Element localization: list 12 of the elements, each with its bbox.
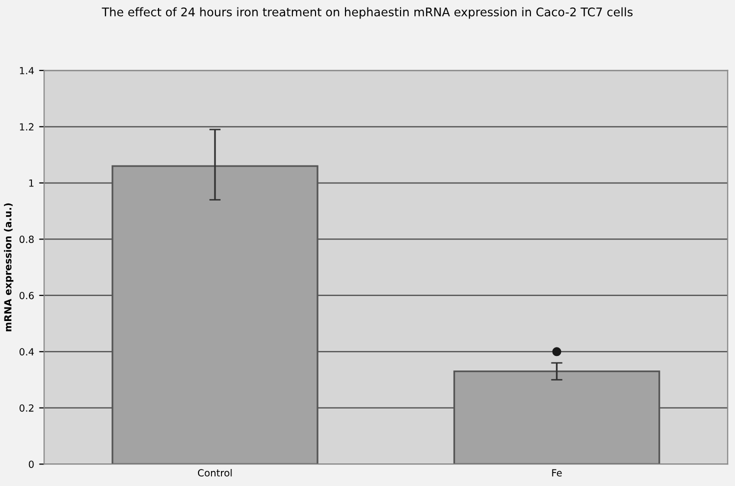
x-tick-label: Control [198,468,232,477]
y-tick-label: 0.2 [20,404,34,412]
y-tick-label: 0.6 [20,292,34,300]
y-tick-label: 0.8 [20,236,34,244]
y-tick-label: 1.4 [20,67,34,74]
y-axis-title: mRNA expression (a.u.) [4,203,14,332]
y-tick-label: 1.2 [20,123,34,130]
y-tick-label: 1 [29,180,34,187]
x-tick-label: Fe [552,469,562,477]
chart-title: The effect of 24 hours iron treatment on hephaestin mRNA expression in Caco-2 TC7 cells [102,7,633,19]
y-tick-label: 0 [28,460,34,468]
y-tick-label: 0.4 [20,348,34,356]
